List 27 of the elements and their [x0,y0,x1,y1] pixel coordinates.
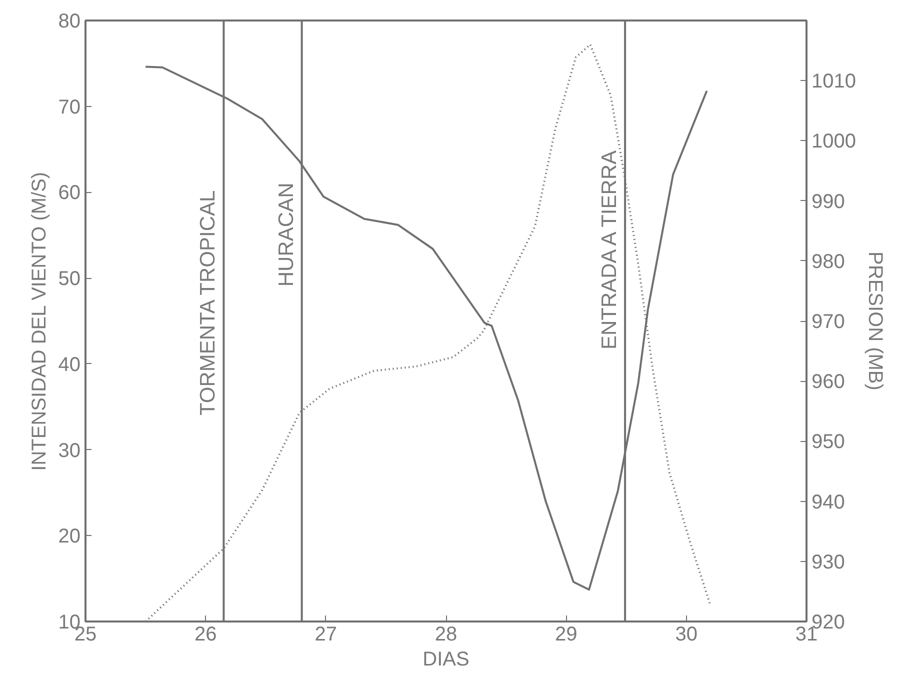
y2-tick-label: 930 [812,551,845,574]
y-tick-label: 50 [58,268,81,290]
y-tick-label: 70 [58,96,81,118]
y2-tick-label: 990 [812,190,845,213]
y2-tick-label: 980 [812,250,845,273]
x-tick-label: 27 [314,624,337,646]
ref-line-label: HURACAN [274,182,298,287]
ref-line-label: TORMENTA TROPICAL [196,190,220,416]
y2-tick-label: 950 [812,431,845,454]
y-tick-label: 20 [58,526,81,548]
y2-axis-title: PRESION (MB) [864,252,886,390]
x-tick-label: 28 [434,624,458,646]
y2-tick-label: 960 [812,371,845,394]
y2-tick-label: 970 [812,311,845,333]
y2-tick-label: 1000 [812,130,856,153]
y2-tick-label: 940 [812,491,845,514]
y2-tick-label: 1010 [812,70,856,93]
y-tick-label: 60 [58,182,81,204]
x-tick-label: 26 [194,624,217,646]
y-axis-title: INTENSIDAD DEL VIENTO (M/S) [28,172,50,471]
x-axis-title: DIAS [422,648,470,670]
y-tick-label: 80 [58,10,81,32]
ref-line-label: ENTRADA A TIERRA [598,150,622,350]
y-tick-label: 40 [58,354,81,376]
x-tick-label: 30 [675,624,698,646]
x-tick-label: 29 [555,624,578,646]
y-tick-label: 30 [58,440,81,462]
